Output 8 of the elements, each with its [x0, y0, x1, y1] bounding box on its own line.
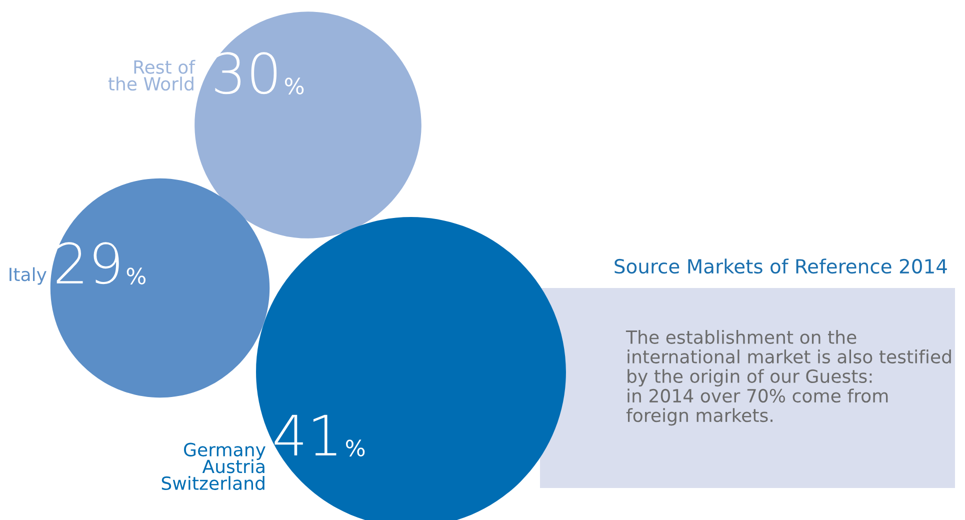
- data-label: 30%: [215, 52, 304, 94]
- text: Source Markets of Reference 2014: [614, 258, 947, 274]
- category-label: Italy: [10, 267, 46, 285]
- data-label: 29%: [56, 242, 146, 284]
- text: The establishment on the international market is also testified by the origin of our Guests: in 2014 over 70% come from foreign markets.: [626, 330, 951, 426]
- category-label: Germany Austria Switzerland: [162, 442, 266, 490]
- data-label: 41%: [274, 414, 365, 456]
- category-label: Rest of the World: [108, 60, 196, 91]
